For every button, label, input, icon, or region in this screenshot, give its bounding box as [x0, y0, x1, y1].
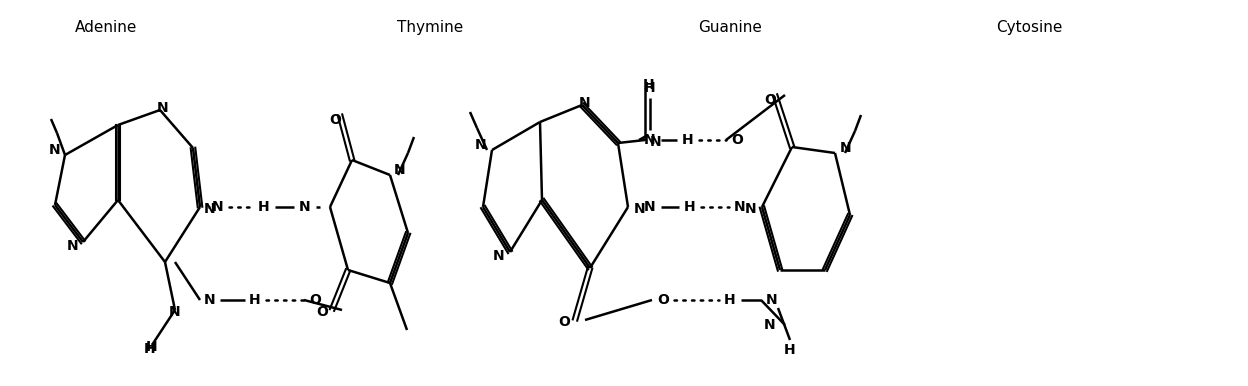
- Text: O: O: [764, 93, 776, 107]
- Text: H: H: [250, 293, 261, 307]
- Text: H: H: [258, 200, 270, 214]
- Text: N: N: [67, 239, 79, 253]
- Text: N: N: [764, 318, 776, 332]
- Text: H: H: [724, 293, 736, 307]
- Text: N: N: [766, 293, 778, 307]
- Text: N: N: [205, 293, 216, 307]
- Text: O: O: [329, 113, 341, 127]
- Text: N: N: [493, 249, 504, 263]
- Text: H: H: [145, 342, 156, 356]
- Text: N: N: [644, 200, 655, 214]
- Text: N: N: [300, 200, 311, 214]
- Text: N: N: [840, 141, 852, 155]
- Text: Cytosine: Cytosine: [996, 20, 1063, 34]
- Text: N: N: [170, 305, 181, 319]
- Text: O: O: [558, 315, 570, 329]
- Text: N: N: [475, 138, 487, 152]
- Text: N: N: [634, 202, 645, 216]
- Text: N: N: [394, 163, 406, 177]
- Text: N: N: [212, 200, 223, 214]
- Text: N: N: [579, 96, 590, 110]
- Text: O: O: [731, 133, 743, 147]
- Text: N: N: [205, 202, 216, 216]
- Text: O: O: [310, 293, 321, 307]
- Text: O: O: [316, 305, 328, 319]
- Text: H: H: [684, 200, 696, 214]
- Text: N: N: [644, 133, 655, 147]
- Text: H: H: [146, 340, 157, 354]
- Text: Guanine: Guanine: [698, 20, 763, 34]
- Text: H: H: [683, 133, 694, 147]
- Text: H: H: [643, 78, 655, 92]
- Text: N: N: [650, 135, 661, 149]
- Text: H: H: [784, 343, 796, 357]
- Text: Adenine: Adenine: [75, 20, 137, 34]
- Text: O: O: [656, 293, 669, 307]
- Text: N: N: [734, 200, 746, 214]
- Text: N: N: [49, 143, 61, 157]
- Text: Thymine: Thymine: [397, 20, 464, 34]
- Text: N: N: [157, 101, 168, 115]
- Text: N: N: [745, 202, 756, 216]
- Text: H: H: [644, 81, 655, 95]
